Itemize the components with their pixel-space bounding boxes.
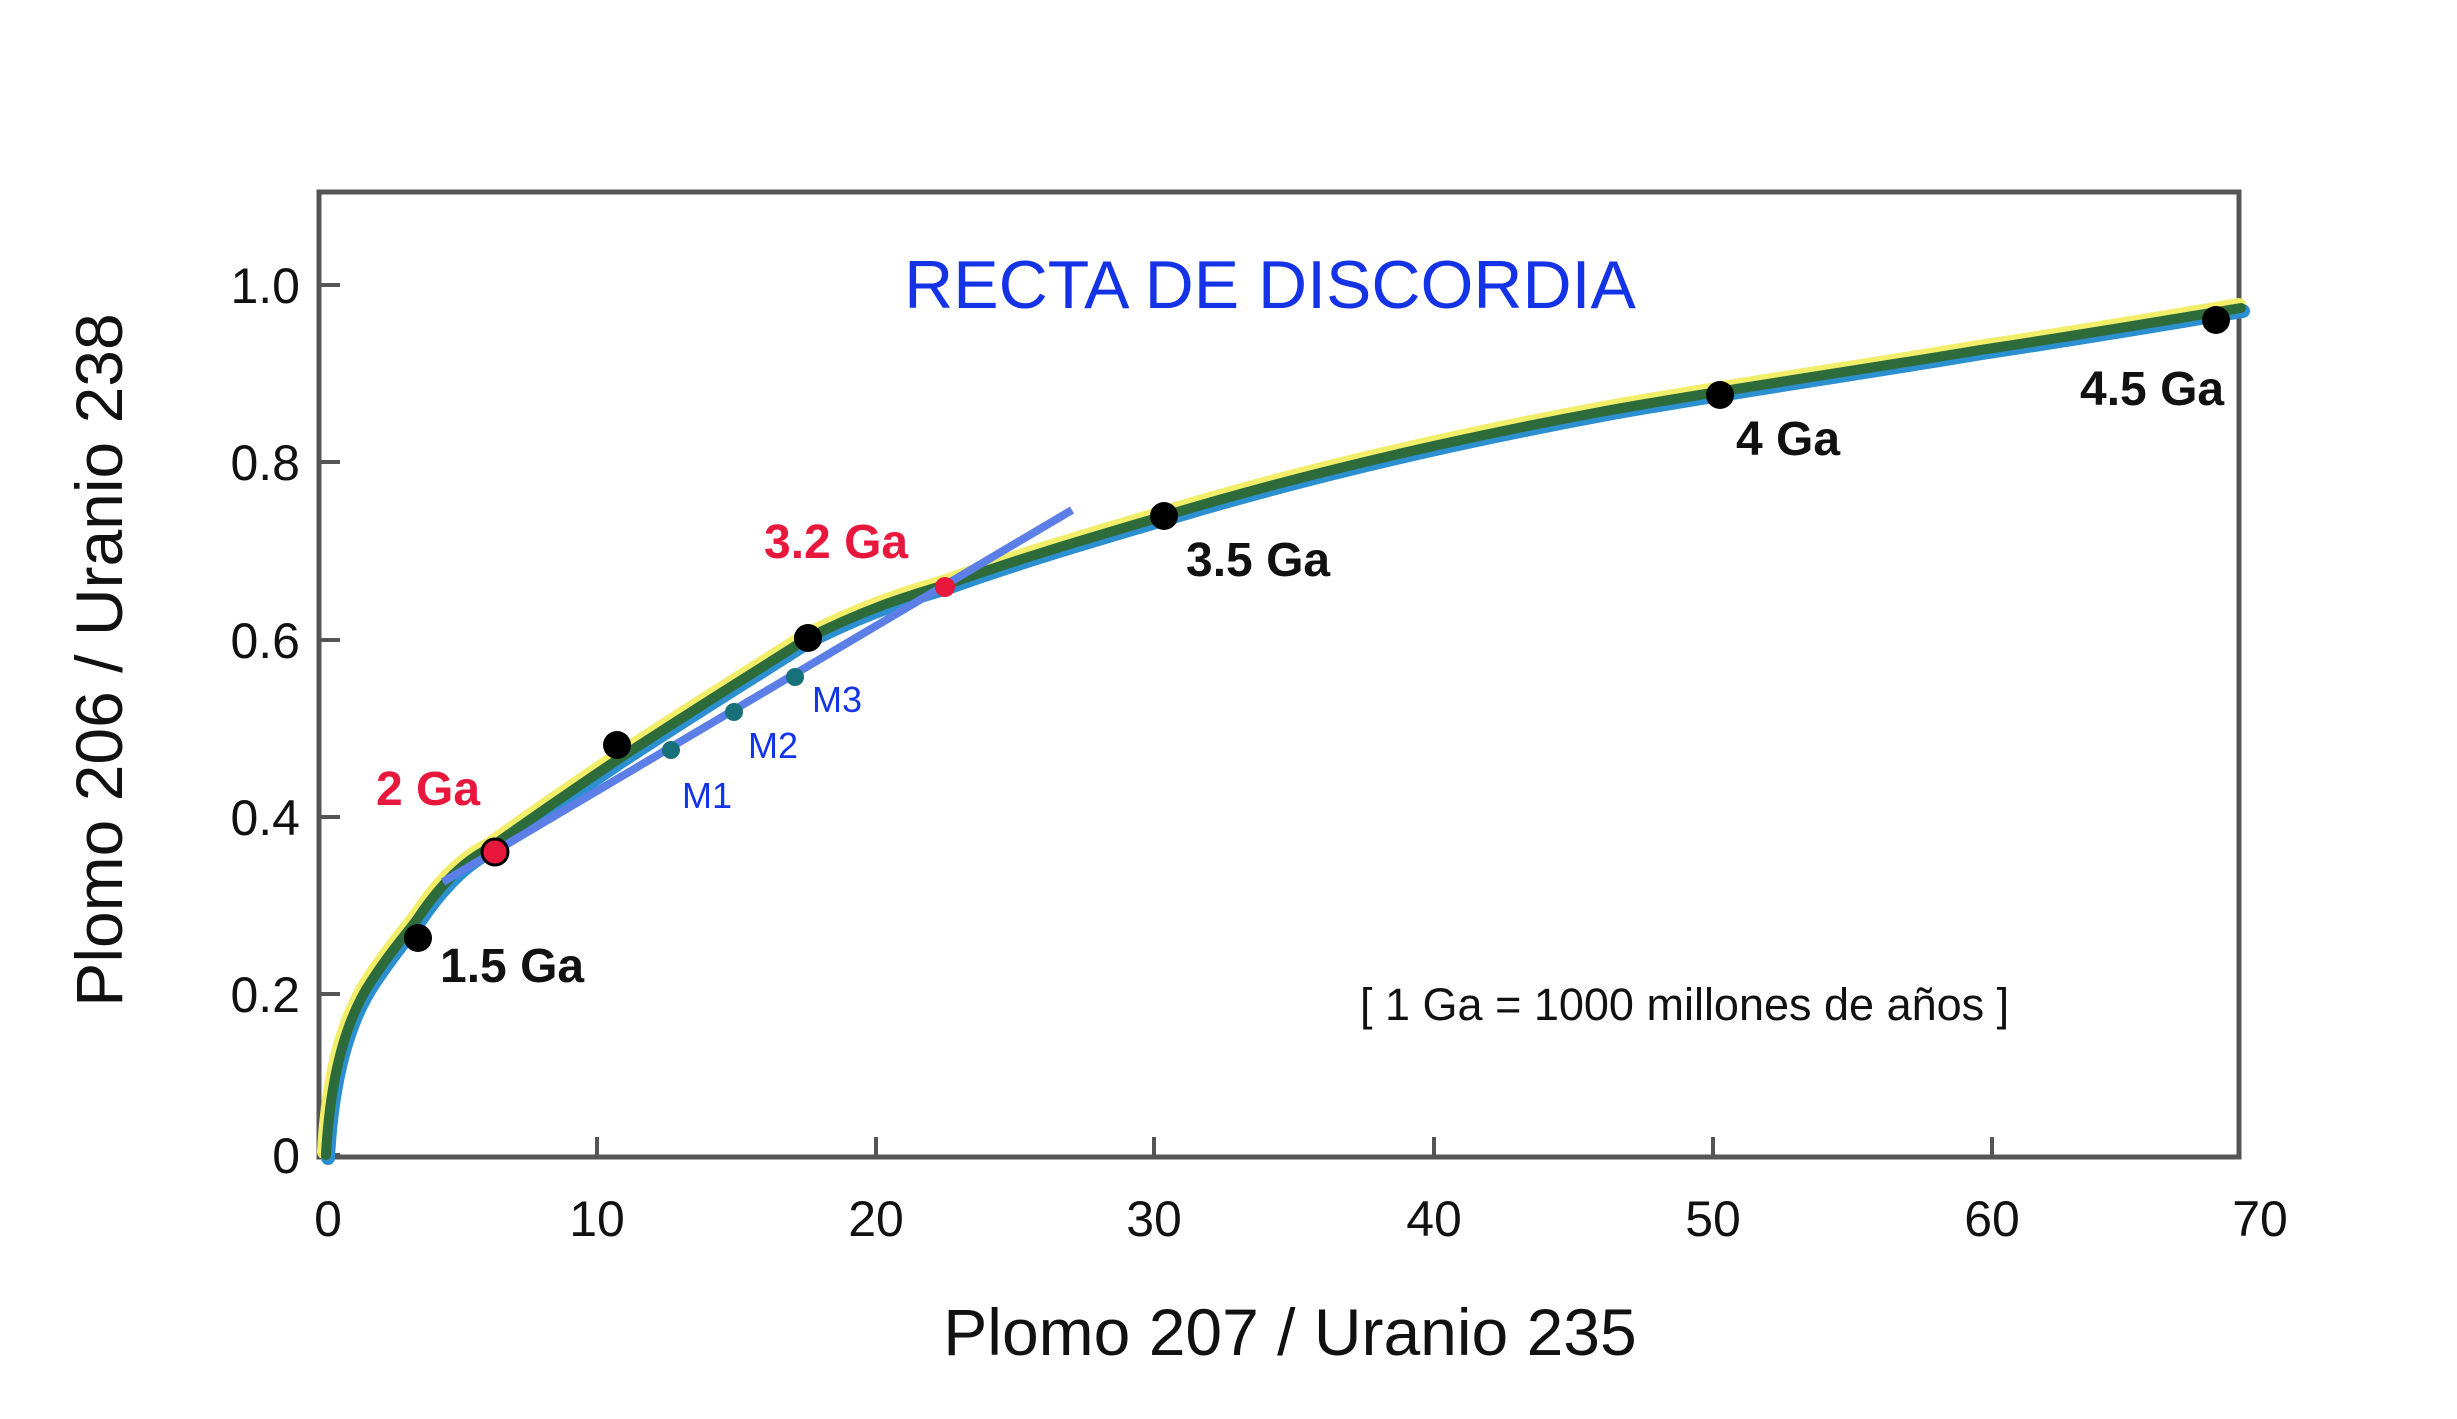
sample-labels: M1 M2 M3 xyxy=(682,679,862,816)
sample-point-m3 xyxy=(786,668,804,686)
intercept-3-2ga xyxy=(935,577,955,597)
x-axis-title: Plomo 207 / Uranio 235 xyxy=(943,1295,1636,1369)
svg-text:60: 60 xyxy=(1964,1191,2020,1247)
label-4ga: 4 Ga xyxy=(1736,413,1840,466)
intercept-2ga xyxy=(480,837,510,867)
svg-text:40: 40 xyxy=(1406,1191,1462,1247)
intercept-points xyxy=(480,577,955,867)
age-point-1-5ga xyxy=(404,924,432,952)
label-1-5ga: 1.5 Ga xyxy=(440,940,584,993)
svg-text:30: 30 xyxy=(1126,1191,1182,1247)
svg-text:0: 0 xyxy=(314,1191,342,1247)
sample-point-m1 xyxy=(662,741,680,759)
svg-text:1.0: 1.0 xyxy=(230,258,300,314)
age-point-unlabeled xyxy=(603,731,631,759)
discordia-line xyxy=(440,506,1075,886)
age-point-unlabeled-2 xyxy=(794,624,822,652)
svg-text:50: 50 xyxy=(1685,1191,1741,1247)
age-labels: 1.5 Ga 2 Ga 3.2 Ga 3.5 Ga 4 Ga 4.5 Ga xyxy=(376,363,2224,993)
plot-frame xyxy=(316,189,2242,1160)
sample-points xyxy=(662,668,804,759)
y-axis-title: Plomo 206 / Uranio 238 xyxy=(62,313,136,1006)
svg-text:10: 10 xyxy=(569,1191,625,1247)
label-3-2ga: 3.2 Ga xyxy=(764,516,908,569)
x-tick-labels: 0 10 20 30 40 50 60 70 xyxy=(314,1191,2288,1247)
svg-text:0: 0 xyxy=(272,1128,300,1184)
chart-title: RECTA DE DISCORDIA xyxy=(904,247,1636,323)
svg-text:M2: M2 xyxy=(748,725,798,766)
unit-note: [ 1 Ga = 1000 millones de años ] xyxy=(1360,979,2009,1030)
svg-text:0.4: 0.4 xyxy=(230,790,300,846)
age-points xyxy=(404,306,2230,952)
svg-text:M1: M1 xyxy=(682,775,732,816)
sample-point-m2 xyxy=(725,703,743,721)
age-point-4ga xyxy=(1706,381,1734,409)
label-2ga: 2 Ga xyxy=(376,763,480,816)
svg-text:M3: M3 xyxy=(812,679,862,720)
svg-text:70: 70 xyxy=(2232,1191,2288,1247)
label-3-5ga: 3.5 Ga xyxy=(1186,534,1330,587)
svg-text:0.6: 0.6 xyxy=(230,613,300,669)
svg-text:20: 20 xyxy=(848,1191,904,1247)
y-tick-labels: 0 0.2 0.4 0.6 0.8 1.0 xyxy=(230,258,300,1184)
age-point-3-5ga xyxy=(1150,502,1178,530)
label-4-5ga: 4.5 Ga xyxy=(2080,363,2224,416)
concordia-curve xyxy=(317,298,2250,1165)
svg-text:0.2: 0.2 xyxy=(230,967,300,1023)
svg-text:0.8: 0.8 xyxy=(230,435,300,491)
x-ticks xyxy=(595,1137,1994,1157)
y-ticks xyxy=(319,283,340,1157)
age-point-4-5ga xyxy=(2202,306,2230,334)
